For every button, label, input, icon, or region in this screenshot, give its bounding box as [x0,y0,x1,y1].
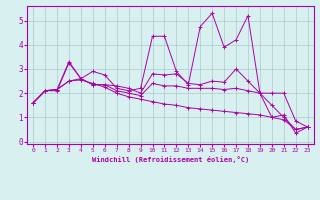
X-axis label: Windchill (Refroidissement éolien,°C): Windchill (Refroidissement éolien,°C) [92,156,249,163]
